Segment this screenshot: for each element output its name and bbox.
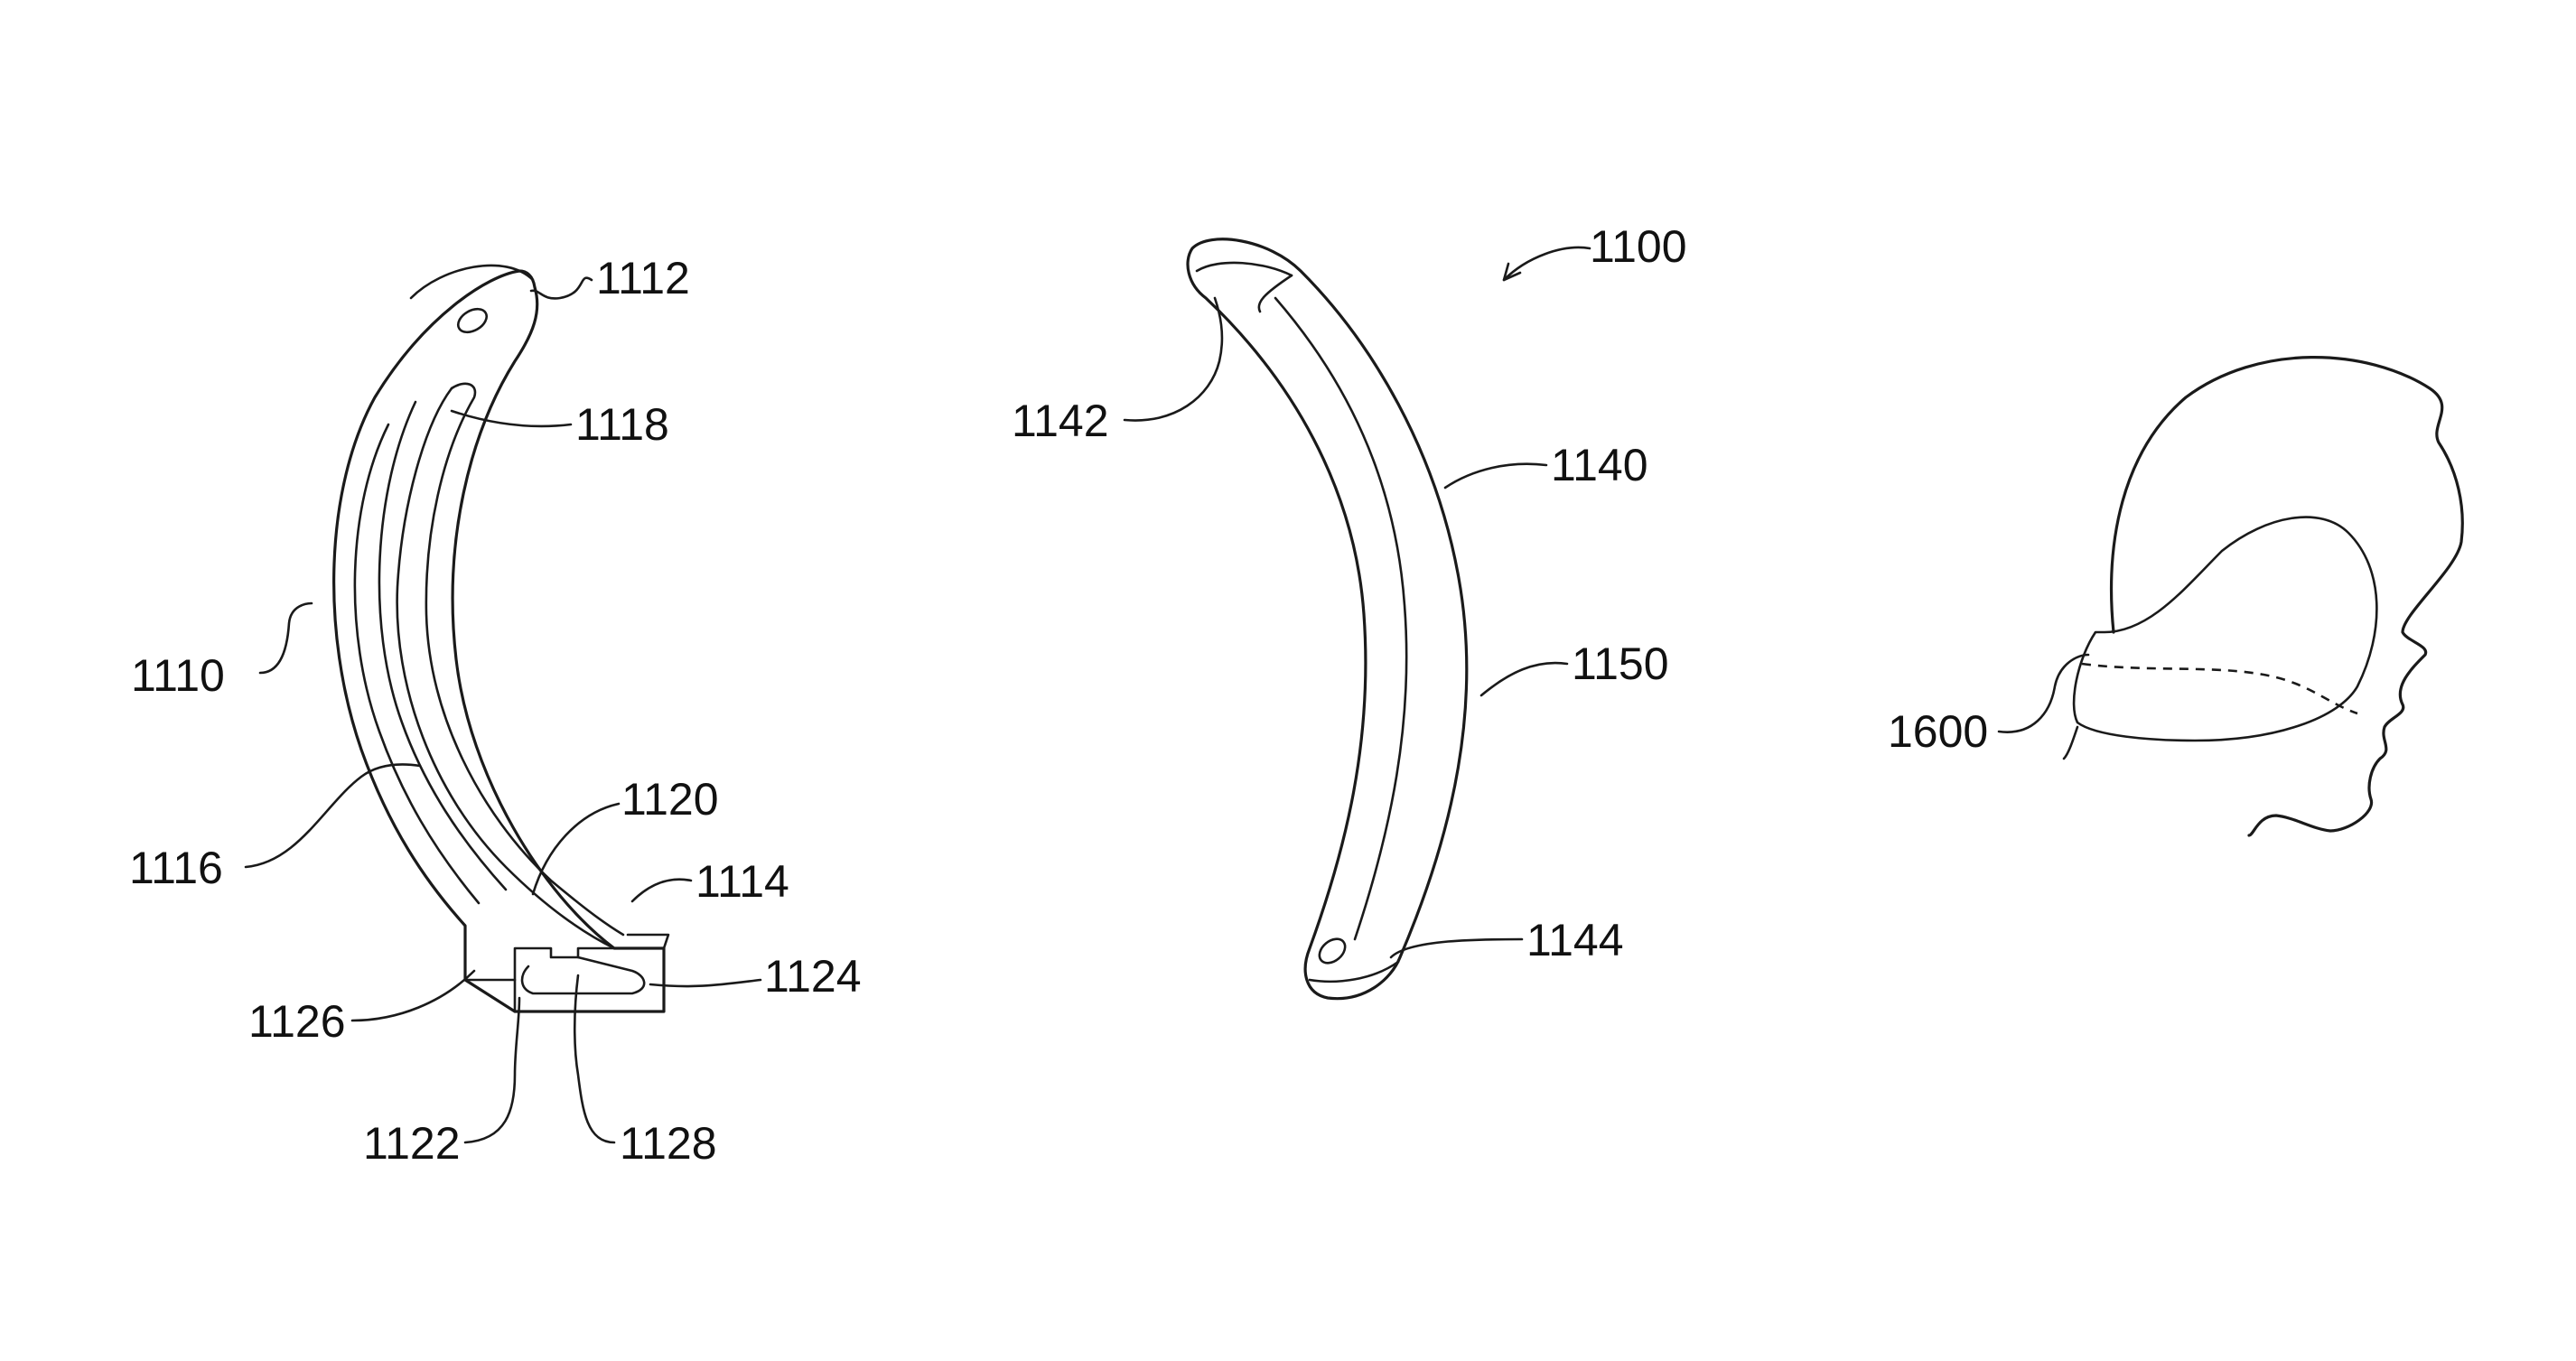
label-1114: 1114 (695, 856, 789, 907)
leader-lines (246, 247, 2088, 1142)
label-1126: 1126 (248, 996, 346, 1047)
label-1150: 1150 (1572, 639, 1669, 689)
label-1140: 1140 (1551, 440, 1648, 490)
label-1120: 1120 (621, 774, 719, 825)
label-1124: 1124 (764, 951, 862, 1002)
curved-arm (334, 266, 668, 1011)
label-1112: 1112 (596, 253, 690, 303)
label-1144: 1144 (1526, 915, 1624, 965)
curved-insert (1188, 239, 1467, 999)
label-1100: 1100 (1590, 221, 1687, 272)
head-outline (2064, 358, 2462, 835)
label-1600: 1600 (1888, 706, 1988, 757)
label-1128: 1128 (620, 1118, 717, 1169)
label-1116: 1116 (129, 843, 223, 893)
label-1122: 1122 (363, 1118, 461, 1169)
label-1118: 1118 (575, 399, 669, 450)
label-1142: 1142 (1012, 396, 1109, 446)
label-1110: 1110 (131, 650, 225, 701)
